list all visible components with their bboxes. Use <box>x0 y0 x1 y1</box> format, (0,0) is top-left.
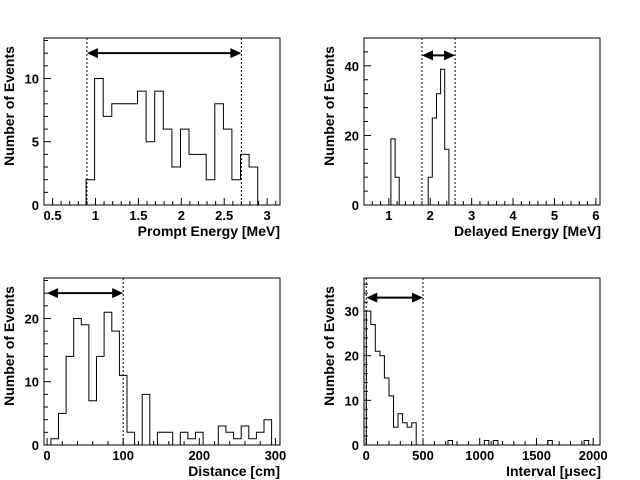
x-tick-label: 500 <box>412 448 434 463</box>
x-tick-label: 3 <box>264 208 271 223</box>
x-tick-label: 0 <box>43 448 50 463</box>
arrowhead-left <box>366 293 377 303</box>
x-tick-label: 5 <box>551 208 558 223</box>
histogram-series <box>366 311 600 445</box>
y-tick-label: 0 <box>352 438 359 453</box>
y-tick-label: 0 <box>352 198 359 213</box>
x-axis-title: Interval [μsec] <box>506 463 601 479</box>
y-tick-label: 20 <box>345 128 359 143</box>
x-tick-label: 1500 <box>522 448 551 463</box>
arrowhead-right <box>230 48 241 58</box>
y-tick-label: 10 <box>345 393 359 408</box>
arrowhead-right <box>112 288 123 298</box>
x-tick-label: 2 <box>427 208 434 223</box>
x-tick-label: 2 <box>178 208 185 223</box>
y-axis-title: Number of Events <box>1 286 17 406</box>
panel-prompt-energy: Number of Events Prompt Energy [MeV] 0.5… <box>1 38 280 239</box>
figure: Number of Events Prompt Energy [MeV] 0.5… <box>0 0 640 480</box>
plot-frame <box>44 278 280 445</box>
panel-interval: Number of Events Interval [μsec] 0 500 100… <box>321 278 608 479</box>
histogram-series <box>51 312 272 445</box>
panel-distance: Number of Events Distance [cm] 0 100 200 30… <box>1 278 286 479</box>
arrowhead-left <box>422 50 433 60</box>
x-tick-label: 100 <box>112 448 134 463</box>
arrowhead-right <box>412 293 423 303</box>
x-tick-label: 1 <box>385 208 392 223</box>
x-axis-title: Distance [cm] <box>188 463 280 479</box>
y-tick-label: 0 <box>32 198 39 213</box>
y-axis-title: Number of Events <box>321 46 337 166</box>
x-tick-label: 1000 <box>465 448 494 463</box>
x-tick-label: 3 <box>468 208 475 223</box>
x-tick-label: 0.5 <box>44 208 62 223</box>
plot-frame <box>364 278 600 445</box>
x-tick-label: 1.5 <box>129 208 147 223</box>
y-axis-title: Number of Events <box>1 46 17 166</box>
x-tick-label: 4 <box>509 208 517 223</box>
x-tick-label: 300 <box>265 448 287 463</box>
y-tick-label: 0 <box>32 438 39 453</box>
panel-delayed-energy: Number of Events Delayed Energy [MeV] 1 2… <box>321 38 601 239</box>
plot-frame <box>44 38 280 205</box>
y-tick-label: 5 <box>32 135 39 150</box>
y-tick-label: 10 <box>25 375 39 390</box>
x-tick-label: 2000 <box>579 448 608 463</box>
y-tick-label: 40 <box>345 59 359 74</box>
y-tick-label: 30 <box>345 304 359 319</box>
y-tick-label: 20 <box>25 311 39 326</box>
histogram-series <box>387 69 453 205</box>
histogram-series <box>86 79 275 206</box>
arrowhead-left <box>47 288 58 298</box>
x-tick-label: 0 <box>363 448 370 463</box>
y-axis-title: Number of Events <box>321 286 337 406</box>
y-tick-label: 20 <box>345 349 359 364</box>
y-tick-label: 10 <box>25 71 39 86</box>
arrowhead-left <box>87 48 98 58</box>
x-axis-title: Delayed Energy [MeV] <box>454 223 601 239</box>
x-tick-label: 2.5 <box>215 208 233 223</box>
x-axis-title: Prompt Energy [MeV] <box>138 223 280 239</box>
x-tick-label: 1 <box>92 208 99 223</box>
x-tick-label: 200 <box>188 448 210 463</box>
x-tick-label: 6 <box>592 208 599 223</box>
arrowhead-right <box>444 50 455 60</box>
